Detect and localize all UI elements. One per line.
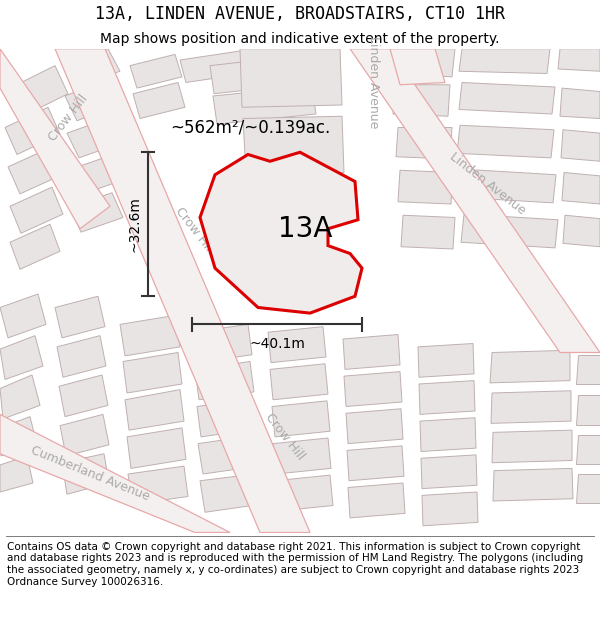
Polygon shape [180,51,246,82]
Polygon shape [10,187,63,233]
Polygon shape [273,438,331,474]
Polygon shape [57,336,106,377]
Polygon shape [347,446,404,481]
Polygon shape [128,466,188,504]
Polygon shape [200,474,260,512]
Polygon shape [0,375,40,419]
Polygon shape [200,152,362,313]
Polygon shape [70,192,123,232]
Polygon shape [240,49,342,108]
Text: ~40.1m: ~40.1m [249,336,305,351]
Polygon shape [275,475,333,511]
Polygon shape [418,344,474,377]
Polygon shape [68,156,122,195]
Polygon shape [576,474,600,503]
Polygon shape [396,127,452,159]
Polygon shape [0,417,37,456]
Polygon shape [393,85,450,116]
Polygon shape [65,80,117,121]
Polygon shape [401,215,455,249]
Polygon shape [344,372,402,406]
Text: Map shows position and indicative extent of the property.: Map shows position and indicative extent… [100,32,500,46]
Polygon shape [563,215,600,247]
Polygon shape [491,391,571,423]
Polygon shape [198,436,258,474]
Polygon shape [490,350,570,383]
Polygon shape [213,86,316,124]
Polygon shape [0,294,46,338]
Polygon shape [576,395,600,424]
Text: 13A: 13A [278,215,332,242]
Text: Linden Avenue: Linden Avenue [367,36,380,129]
Polygon shape [350,49,600,352]
Text: Crow Hill: Crow Hill [173,205,217,257]
Text: Linden Avenue: Linden Avenue [448,150,529,218]
Text: Cumberland Avenue: Cumberland Avenue [29,444,151,504]
Polygon shape [210,54,314,94]
Polygon shape [0,49,110,229]
Polygon shape [62,454,109,494]
Text: 13A, LINDEN AVENUE, BROADSTAIRS, CT10 1HR: 13A, LINDEN AVENUE, BROADSTAIRS, CT10 1H… [95,4,505,22]
Polygon shape [55,49,310,532]
Polygon shape [421,455,477,489]
Polygon shape [459,169,556,203]
Polygon shape [67,119,120,158]
Polygon shape [420,418,476,451]
Polygon shape [457,125,554,158]
Polygon shape [270,364,328,400]
Polygon shape [459,82,555,114]
Polygon shape [459,49,550,74]
Polygon shape [398,170,453,204]
Polygon shape [0,336,43,379]
Polygon shape [422,492,478,526]
Polygon shape [60,414,109,456]
Polygon shape [561,130,600,161]
Polygon shape [493,468,573,501]
Polygon shape [123,352,182,393]
Polygon shape [193,324,252,362]
Text: Crow Hill: Crow Hill [263,411,307,462]
Polygon shape [397,49,455,77]
Polygon shape [576,434,600,464]
Polygon shape [419,381,475,414]
Polygon shape [68,49,120,85]
Polygon shape [576,355,600,384]
Polygon shape [120,316,180,356]
Polygon shape [55,296,105,338]
Polygon shape [197,399,256,437]
Polygon shape [268,327,326,362]
Text: Crow Hill: Crow Hill [46,92,90,144]
Polygon shape [492,430,572,462]
Polygon shape [558,49,600,71]
Polygon shape [8,148,62,194]
Polygon shape [346,409,403,444]
Polygon shape [243,116,344,175]
Polygon shape [461,214,558,248]
Polygon shape [272,401,330,437]
Polygon shape [10,66,68,116]
Text: ~562m²/~0.139ac.: ~562m²/~0.139ac. [170,119,330,136]
Polygon shape [343,334,400,369]
Polygon shape [562,173,600,204]
Polygon shape [130,54,182,88]
Polygon shape [10,224,60,269]
Polygon shape [5,107,60,154]
Text: ~32.6m: ~32.6m [127,196,141,252]
Polygon shape [560,88,600,119]
Polygon shape [0,414,230,532]
Polygon shape [390,49,445,85]
Polygon shape [348,483,405,518]
Polygon shape [127,428,186,468]
Polygon shape [59,375,108,417]
Polygon shape [195,361,254,400]
Polygon shape [0,456,33,492]
Polygon shape [125,389,184,430]
Polygon shape [133,82,185,119]
Text: Contains OS data © Crown copyright and database right 2021. This information is : Contains OS data © Crown copyright and d… [7,542,583,586]
